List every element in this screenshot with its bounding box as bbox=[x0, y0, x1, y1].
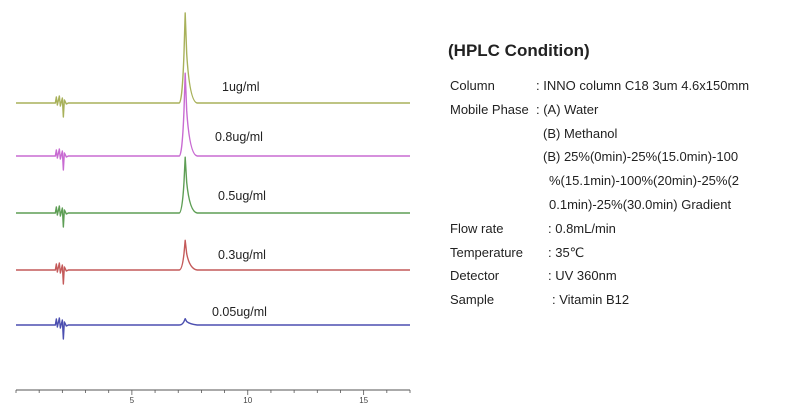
condition-label: Temperature bbox=[450, 244, 523, 260]
chromatogram-traces bbox=[16, 12, 410, 340]
series-label-4: 0.05ug/ml bbox=[212, 305, 267, 319]
condition-value: : 35℃ bbox=[548, 244, 585, 260]
condition-value: : UV 360nm bbox=[548, 268, 617, 284]
condition-value: : 0.8mL/min bbox=[548, 220, 616, 236]
series-label-0: 1ug/ml bbox=[222, 80, 260, 94]
condition-label: Sample bbox=[450, 292, 495, 308]
condition-label: Mobile Phase bbox=[450, 101, 529, 117]
chromatogram-chart: 1ug/ml0.8ug/ml0.5ug/ml0.3ug/ml0.05ug/ml … bbox=[15, 12, 411, 405]
condition-row-column: Column : INNO column C18 3um 4.6x150mm bbox=[448, 74, 793, 98]
condition-value: : (A) Water bbox=[536, 101, 599, 117]
series-trace-0 bbox=[16, 12, 410, 118]
series-trace-3 bbox=[16, 239, 410, 285]
hplc-conditions-panel: (HPLC Condition) Column : INNO column C1… bbox=[448, 40, 793, 312]
series-label-1: 0.8ug/ml bbox=[215, 130, 263, 144]
condition-value: 0.1min)-25%(30.0min) Gradient bbox=[549, 196, 732, 212]
condition-value: (B) Methanol bbox=[543, 125, 618, 141]
series-label-2: 0.5ug/ml bbox=[218, 189, 266, 203]
series-trace-4 bbox=[16, 317, 410, 340]
condition-row-mobile-phase: Mobile Phase : (A) Water bbox=[448, 98, 793, 122]
condition-value: : INNO column C18 3um 4.6x150mm bbox=[536, 78, 750, 93]
condition-label: Detector bbox=[450, 268, 500, 284]
condition-row-temperature: Temperature : 35℃ bbox=[448, 241, 793, 265]
series-trace-2 bbox=[16, 156, 410, 228]
condition-row-mobile-phase-b: (B) Methanol bbox=[448, 122, 793, 146]
x-axis: 5 10 15 bbox=[15, 389, 411, 405]
condition-value: : Vitamin B12 bbox=[552, 292, 630, 308]
series-label-3: 0.3ug/ml bbox=[218, 248, 266, 262]
condition-row-gradient-3: 0.1min)-25%(30.0min) Gradient bbox=[448, 193, 793, 217]
condition-row-flow-rate: Flow rate : 0.8mL/min bbox=[448, 217, 793, 241]
series-trace-1 bbox=[16, 72, 410, 171]
x-tick-label: 10 bbox=[243, 396, 252, 405]
condition-label: Flow rate bbox=[450, 220, 504, 236]
trace-labels: 1ug/ml 0.8ug/ml 0.5ug/ml 0.3ug/ml 0.05ug/ml bbox=[212, 80, 267, 319]
condition-row-sample: Sample : Vitamin B12 bbox=[448, 288, 793, 312]
condition-row-detector: Detector : UV 360nm bbox=[448, 264, 793, 288]
conditions-title: (HPLC Condition) bbox=[448, 41, 590, 60]
condition-row-gradient-1: (B) 25%(0min)-25%(15.0min)-100 bbox=[448, 145, 793, 169]
x-tick-label: 5 bbox=[130, 396, 135, 405]
condition-value: %(15.1min)-100%(20min)-25%(2 bbox=[549, 173, 740, 189]
condition-label: Column bbox=[450, 78, 495, 93]
condition-row-gradient-2: %(15.1min)-100%(20min)-25%(2 bbox=[448, 169, 793, 193]
condition-value: (B) 25%(0min)-25%(15.0min)-100 bbox=[543, 149, 739, 165]
x-tick-label: 15 bbox=[359, 396, 368, 405]
